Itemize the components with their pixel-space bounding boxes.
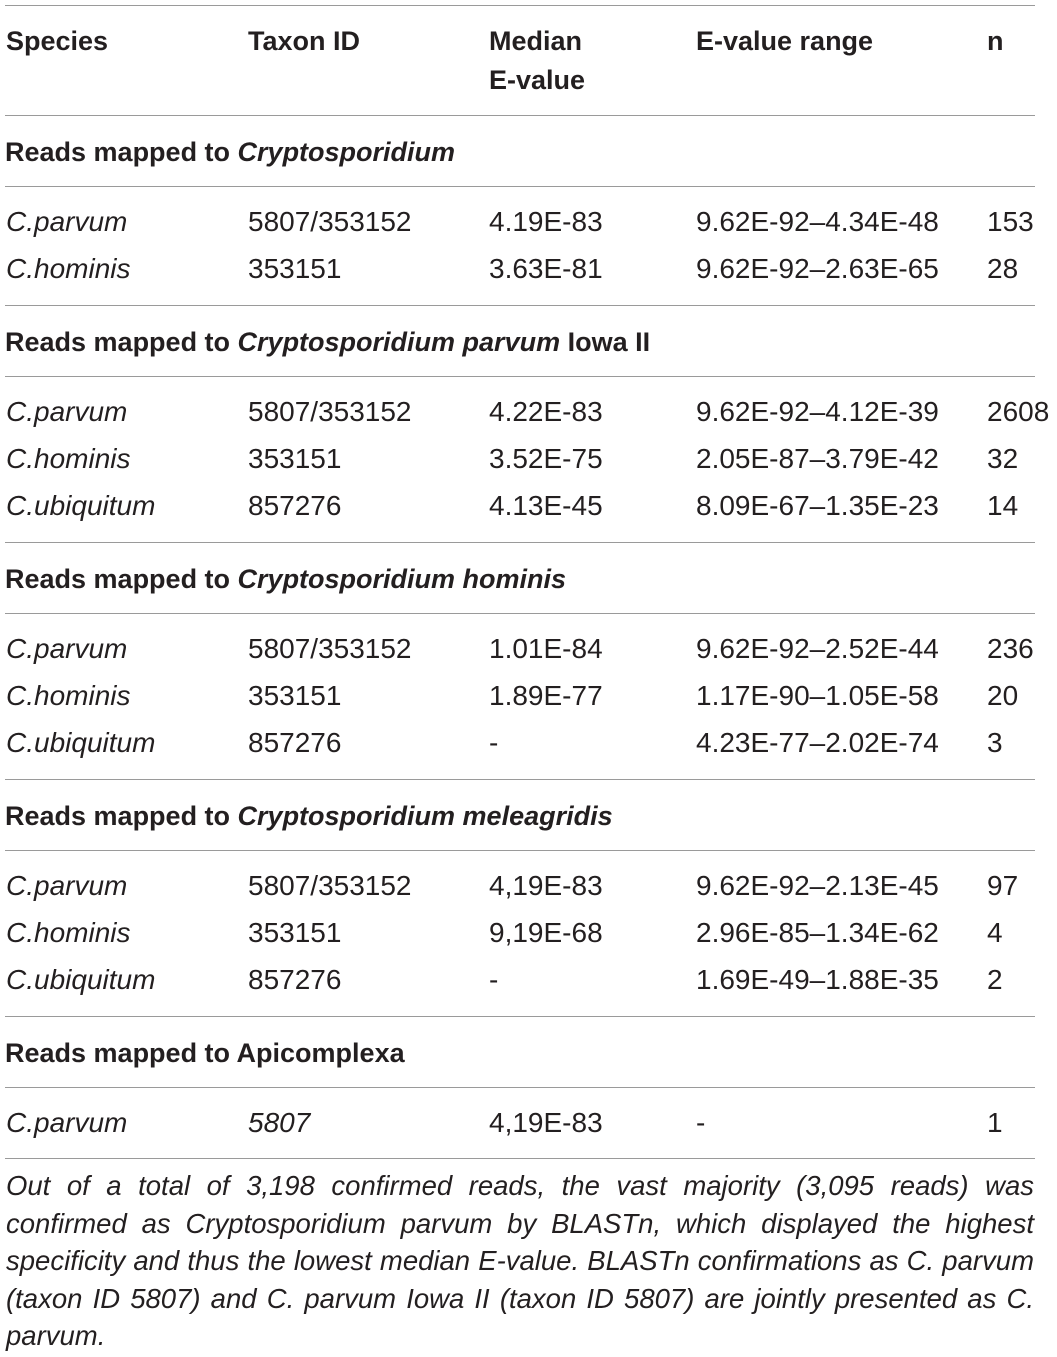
group-heading-taxon: Cryptosporidium: [237, 137, 456, 167]
group-heading-prefix: Reads mapped to: [5, 801, 238, 831]
table-row-median: 1.01E-84: [489, 633, 603, 664]
table-row-species: C.hominis: [6, 917, 131, 948]
group-rule: [5, 613, 1035, 614]
table-row-range: 2.05E-87–3.79E-42: [696, 443, 939, 474]
table-row-median: 1.89E-77: [489, 680, 603, 711]
table-row-n: 236: [987, 633, 1034, 664]
table-row-n: 4: [987, 917, 1003, 948]
table-row-n: 20: [987, 680, 1019, 711]
table-row-range: 9.62E-92–2.52E-44: [696, 633, 939, 664]
table-row-taxon-id: 353151: [248, 917, 342, 948]
table-row-taxon-id: 353151: [248, 680, 342, 711]
table-row-species: C.ubiquitum: [6, 490, 156, 521]
group-separator-rule: [5, 542, 1035, 543]
table-row-range: 9.62E-92–2.13E-45: [696, 870, 939, 901]
table-row-range: 9.62E-92–4.34E-48: [696, 206, 939, 237]
table-row-taxon-id: 5807/353152: [248, 396, 412, 427]
header-taxon-id: Taxon ID: [248, 26, 361, 56]
table-bottom-rule: [5, 1158, 1035, 1159]
group-rule: [5, 376, 1035, 377]
table-row-n: 32: [987, 443, 1019, 474]
group-separator-rule: [5, 779, 1035, 780]
table-row-median: -: [489, 727, 499, 758]
group-heading-prefix: Reads mapped to: [5, 137, 238, 167]
table-row-median: 4,19E-83: [489, 870, 603, 901]
table-row-range: 8.09E-67–1.35E-23: [696, 490, 939, 521]
header-evalue-range: E-value range: [696, 26, 874, 56]
table-row-n: 153: [987, 206, 1034, 237]
table-row-n: 2608: [987, 396, 1050, 427]
group-heading: Reads mapped to Apicomplexa: [5, 1034, 405, 1072]
group-heading-prefix: Reads mapped to Apicomplexa: [5, 1038, 405, 1068]
group-separator-rule: [5, 305, 1035, 306]
group-rule: [5, 850, 1035, 851]
table-row-species: C.parvum: [6, 1107, 128, 1138]
group-heading: Reads mapped to Cryptosporidium parvum I…: [5, 323, 650, 361]
table-row-range: 2.96E-85–1.34E-62: [696, 917, 939, 948]
table-row-range: 1.17E-90–1.05E-58: [696, 680, 939, 711]
table-row-n: 14: [987, 490, 1019, 521]
table-row-range: 9.62E-92–2.63E-65: [696, 253, 939, 284]
table-row-species: C.ubiquitum: [6, 727, 156, 758]
group-heading-prefix: Reads mapped to: [5, 327, 238, 357]
group-heading: Reads mapped to Cryptosporidium meleagri…: [5, 797, 613, 835]
header-median-line1: Median: [489, 26, 583, 56]
table-row-median: 3.63E-81: [489, 253, 603, 284]
group-heading-suffix: Iowa II: [560, 327, 651, 357]
table-row-taxon-id: 353151: [248, 443, 342, 474]
table-row-taxon-id: 5807: [248, 1107, 311, 1138]
table-row-taxon-id: 353151: [248, 253, 342, 284]
table-row-n: 28: [987, 253, 1019, 284]
group-heading-taxon: Cryptosporidium meleagridis: [237, 801, 613, 831]
table-row-median: 4,19E-83: [489, 1107, 603, 1138]
table-row-taxon-id: 857276: [248, 727, 342, 758]
group-heading-prefix: Reads mapped to: [5, 564, 238, 594]
table-top-rule: [5, 5, 1035, 6]
table-row-n: 2: [987, 964, 1003, 995]
group-separator-rule: [5, 1016, 1035, 1017]
table-row-n: 3: [987, 727, 1003, 758]
table-footnote: Out of a total of 3,198 confirmed reads,…: [6, 1170, 1034, 1351]
table-row-n: 1: [987, 1107, 1003, 1138]
group-heading: Reads mapped to Cryptosporidium: [5, 133, 455, 171]
table-row-species: C.parvum: [6, 633, 128, 664]
group-heading: Reads mapped to Cryptosporidium hominis: [5, 560, 566, 598]
table-row-median: 3.52E-75: [489, 443, 603, 474]
table-row-n: 97: [987, 870, 1019, 901]
table-row-taxon-id: 857276: [248, 964, 342, 995]
table-row-range: 9.62E-92–4.12E-39: [696, 396, 939, 427]
table-row-taxon-id: 5807/353152: [248, 870, 412, 901]
table-row-taxon-id: 5807/353152: [248, 206, 412, 237]
table-row-median: 4.19E-83: [489, 206, 603, 237]
header-species: Species: [6, 26, 109, 56]
table-row-species: C.ubiquitum: [6, 964, 156, 995]
header-rule: [5, 115, 1035, 116]
group-heading-taxon: Cryptosporidium parvum: [237, 327, 561, 357]
group-rule: [5, 1087, 1035, 1088]
table-row-species: C.hominis: [6, 253, 131, 284]
table-row-range: -: [696, 1107, 706, 1138]
group-rule: [5, 186, 1035, 187]
table-row-species: C.parvum: [6, 396, 128, 427]
table-row-species: C.hominis: [6, 443, 131, 474]
table-row-range: 1.69E-49–1.88E-35: [696, 964, 939, 995]
table-row-taxon-id: 857276: [248, 490, 342, 521]
table-row-species: C.hominis: [6, 680, 131, 711]
table-row-median: 9,19E-68: [489, 917, 603, 948]
table-row-range: 4.23E-77–2.02E-74: [696, 727, 939, 758]
table-row-species: C.parvum: [6, 206, 128, 237]
group-heading-taxon: Cryptosporidium hominis: [237, 564, 567, 594]
table-row-median: 4.22E-83: [489, 396, 603, 427]
table-row-species: C.parvum: [6, 870, 128, 901]
header-median-line2: E-value: [489, 65, 586, 95]
table-row-taxon-id: 5807/353152: [248, 633, 412, 664]
table-row-median: 4.13E-45: [489, 490, 603, 521]
table-row-median: -: [489, 964, 499, 995]
header-n: n: [987, 26, 1004, 56]
